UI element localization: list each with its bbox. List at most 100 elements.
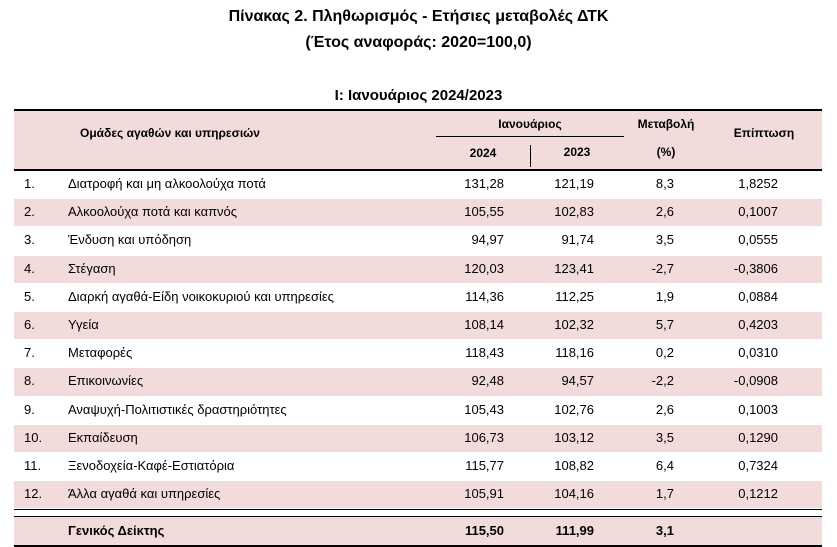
row-value-2024: 120,03: [464, 260, 504, 276]
header-weight: Επίπτωση: [733, 126, 795, 140]
row-number: 4.: [24, 260, 35, 276]
row-value-2024: 115,77: [465, 457, 504, 473]
row-group-name: Αλκοολούχα ποτά και καπνός: [68, 204, 238, 220]
row-number: 8.: [24, 373, 35, 389]
row-number: 3.: [24, 232, 35, 248]
table-row: 9. Αναψυχή-Πολιτιστικές δραστηριότητες 105…: [14, 397, 822, 425]
table-row: 8. Επικοινωνίες 92,48 94,57 -2,2 -0,0908: [14, 368, 822, 397]
row-group-name: Στέγαση: [68, 260, 116, 276]
row-group-name: Μεταφορές: [68, 345, 133, 361]
row-number: 12.: [24, 486, 43, 502]
table-title: Πίνακας 2. Πληθωρισμός - Ετήσιες μεταβολ…: [228, 8, 609, 25]
row-number: 9.: [24, 401, 35, 417]
row-weight: -0,0908: [733, 373, 778, 389]
row-weight: 0,1007: [738, 204, 778, 220]
row-weight: 0,1290: [738, 429, 778, 445]
row-change: -2,2: [651, 373, 674, 389]
row-change: -2,7: [651, 260, 674, 276]
row-weight: 0,0310: [738, 345, 778, 361]
row-change: 1,7: [655, 486, 674, 502]
row-number: 10.: [24, 429, 43, 445]
row-weight: 0,4203: [738, 316, 778, 332]
row-group-name: Υγεία: [68, 316, 99, 332]
row-value-2024: 114,36: [465, 288, 504, 304]
table-row: 2. Αλκοολούχα ποτά και καπνός 105,55 102,83…: [14, 199, 822, 228]
row-number: 6.: [24, 316, 35, 332]
table-row: 10. Εκπαίδευση 106,73 103,12 3,5 0,1290: [14, 424, 822, 453]
row-group-name: Εκπαίδευση: [68, 429, 138, 445]
row-group-name: Διατροφή και μη αλκοολούχα ποτά: [68, 176, 266, 191]
row-value-2023: 91,74: [561, 232, 594, 248]
row-change: 2,6: [655, 204, 674, 220]
table-body: 1. Διατροφή και μη αλκοολούχα ποτά 131,28 1…: [14, 171, 822, 510]
table-row: 11. Ξενοδοχεία-Καφέ-Εστιατόρια 115,77 108,8…: [14, 453, 822, 482]
row-number: 11.: [24, 457, 42, 473]
row-value-2023: 103,12: [554, 429, 594, 445]
row-number: 2.: [24, 204, 35, 220]
row-weight: 0,1003: [738, 401, 778, 417]
section-title: I: Ιανουάριος 2024/2023: [334, 87, 503, 104]
row-group-name: Διαρκή αγαθά-Είδη νοικοκυριού και υπηρεσ…: [68, 288, 334, 304]
header-change: Μεταβολή: [637, 117, 695, 131]
header-year-2024: 2024: [436, 145, 531, 167]
table-header: Ομάδες αγαθών και υπηρεσιών Ιανουάριος 2…: [14, 109, 822, 171]
total-2023: 111,99: [555, 523, 594, 539]
table-row: 7. Μεταφορές 118,43 118,16 0,2 0,0310: [14, 340, 822, 369]
table-subtitle: (Έτος αναφοράς: 2020=100,0): [305, 34, 532, 51]
row-value-2024: 118,43: [465, 345, 504, 361]
row-weight: 0,0555: [738, 232, 778, 248]
row-change: 0,2: [655, 345, 674, 361]
table-divider: [14, 509, 822, 516]
row-weight: 0,0884: [738, 288, 778, 304]
table-row: 4. Στέγαση 120,03 123,41 -2,7 -0,3806: [14, 255, 822, 284]
row-change: 8,3: [655, 176, 674, 191]
header-groups: Ομάδες αγαθών και υπηρεσιών: [80, 126, 260, 140]
row-value-2023: 94,57: [561, 373, 594, 389]
total-change: 3,1: [655, 523, 674, 539]
row-value-2024: 105,43: [464, 401, 504, 417]
row-number: 5.: [24, 288, 35, 304]
row-weight: 0,7324: [738, 457, 778, 473]
header-month: Ιανουάριος: [436, 114, 624, 137]
row-group-name: Ξενοδοχεία-Καφέ-Εστιατόρια: [68, 457, 235, 473]
total-2024: 115,50: [464, 523, 504, 539]
total-row: Γενικός Δείκτης 115,50 111,99 3,1: [14, 516, 822, 547]
row-change: 3,5: [655, 232, 674, 248]
header-change-unit: (%): [656, 145, 676, 159]
table-row: 3. Ένδυση και υπόδηση 94,97 91,74 3,5 0,0555: [14, 227, 822, 256]
row-value-2023: 112,25: [555, 288, 594, 304]
row-value-2024: 131,28: [464, 176, 504, 191]
row-group-name: Άλλα αγαθά και υπηρεσίες: [68, 486, 221, 502]
table-row: 12. Άλλα αγαθά και υπηρεσίες 105,91 104,16 1…: [14, 481, 822, 510]
total-label: Γενικός Δείκτης: [68, 523, 165, 539]
row-group-name: Αναψυχή-Πολιτιστικές δραστηριότητες: [68, 401, 287, 417]
row-change: 6,4: [655, 457, 674, 473]
row-value-2024: 106,73: [464, 429, 504, 445]
row-group-name: Ένδυση και υπόδηση: [68, 232, 192, 248]
table-row: 1. Διατροφή και μη αλκοολούχα ποτά 131,28 1…: [14, 171, 822, 200]
row-value-2023: 121,19: [554, 176, 594, 191]
table-row: 6. Υγεία 108,14 102,32 5,7 0,4203: [14, 311, 822, 341]
row-value-2023: 118,16: [555, 345, 594, 361]
row-weight: 1,8252: [738, 176, 778, 191]
header-year-2023: 2023: [563, 145, 591, 159]
row-value-2023: 102,32: [554, 316, 594, 332]
row-number: 1.: [24, 176, 35, 191]
row-number: 7.: [24, 345, 35, 361]
row-value-2024: 105,55: [464, 204, 504, 220]
row-group-name: Επικοινωνίες: [68, 373, 144, 389]
row-value-2023: 123,41: [554, 260, 594, 276]
row-weight: -0,3806: [733, 260, 778, 276]
cpi-table: Ομάδες αγαθών και υπηρεσιών Ιανουάριος 2…: [14, 109, 822, 547]
row-value-2024: 108,14: [464, 316, 504, 332]
table-row: 5. Διαρκή αγαθά-Είδη νοικοκυριού και υπηρ…: [14, 284, 822, 312]
row-change: 3,5: [655, 429, 674, 445]
row-value-2024: 94,97: [471, 232, 504, 248]
row-value-2023: 102,83: [554, 204, 594, 220]
row-change: 2,6: [655, 401, 674, 417]
row-value-2023: 108,82: [554, 457, 594, 473]
row-change: 1,9: [655, 288, 674, 304]
row-value-2024: 105,91: [464, 486, 504, 502]
row-value-2023: 104,16: [554, 486, 594, 502]
row-change: 5,7: [655, 316, 674, 332]
